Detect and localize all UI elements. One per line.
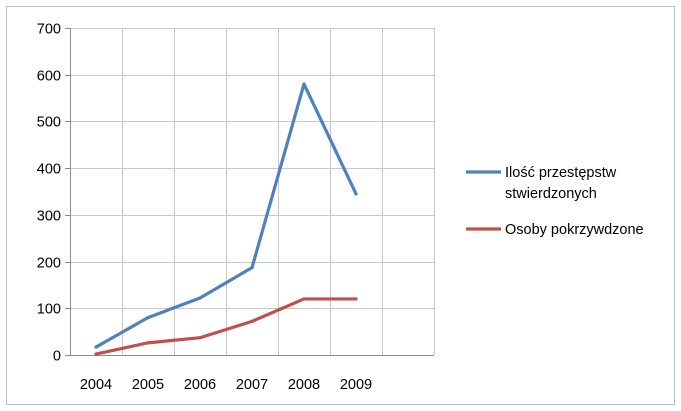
data-point	[94, 345, 98, 349]
data-point	[250, 266, 254, 270]
data-point	[198, 336, 202, 340]
y-tick-label: 100	[37, 302, 61, 318]
data-point	[146, 341, 150, 345]
y-tick-label: 400	[37, 162, 61, 178]
data-point	[146, 316, 150, 320]
x-tick-label: 2007	[236, 377, 268, 393]
y-tick-label: 300	[37, 209, 61, 225]
y-tick-label: 500	[37, 115, 61, 131]
y-tick-label: 200	[37, 256, 61, 272]
legend-label: Osoby pokrzywdzone	[505, 222, 644, 238]
y-tick-label: 700	[37, 22, 61, 38]
series-line-2	[94, 297, 358, 356]
x-tick-label: 2006	[184, 377, 216, 393]
data-point	[354, 297, 358, 301]
legend-label: stwierdzonych	[505, 186, 597, 202]
x-tick-label: 2009	[340, 377, 372, 393]
data-point	[302, 297, 306, 301]
data-point	[354, 192, 358, 196]
data-point	[302, 82, 306, 86]
x-tick-label: 2004	[80, 377, 112, 393]
y-tick-label: 600	[37, 69, 61, 85]
series-line-1	[94, 82, 358, 349]
data-point	[250, 319, 254, 323]
y-tick-label: 0	[53, 349, 61, 365]
x-tick-label: 2008	[288, 377, 320, 393]
data-point	[198, 296, 202, 300]
legend-label: Ilość przestępstw	[505, 165, 617, 181]
x-tick-label: 2005	[132, 377, 164, 393]
chart-border	[6, 6, 675, 405]
data-point	[94, 352, 98, 356]
